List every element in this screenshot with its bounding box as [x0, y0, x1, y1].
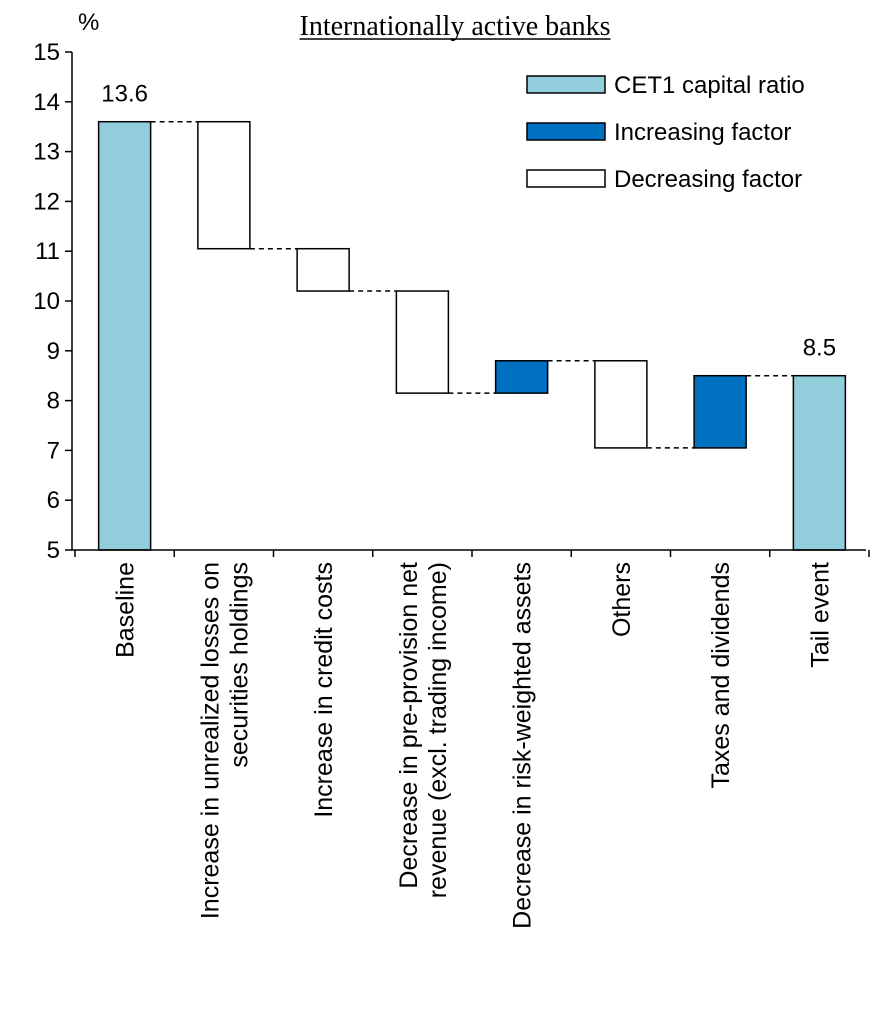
y-tick-label: 14	[33, 89, 60, 116]
x-category-label: Decrease in pre-provision netrevenue (ex…	[395, 562, 452, 898]
legend-swatch-total	[526, 75, 606, 94]
legend-label-total: CET1 capital ratio	[614, 72, 805, 99]
x-category-label: Increase in credit costs	[310, 562, 338, 818]
y-tick-label: 9	[47, 338, 60, 365]
data-label: 13.6	[101, 81, 148, 108]
bar-8	[792, 374, 847, 551]
bar-3	[296, 247, 350, 292]
y-tick-label: 13	[33, 139, 60, 166]
connectors-layer	[150, 120, 794, 449]
y-tick-label: 5	[47, 537, 60, 564]
legend-swatch-decrease	[526, 169, 606, 188]
y-tick-label: 11	[35, 238, 60, 265]
x-category-label: Taxes and dividends	[707, 562, 735, 789]
bar-5	[494, 360, 549, 394]
x-category-label: Baseline	[112, 562, 140, 658]
legend-label-decrease: Decreasing factor	[614, 166, 802, 193]
bar-6	[594, 360, 648, 449]
legend-swatch-increase	[526, 122, 606, 141]
y-axis-unit-label: %	[78, 9, 99, 36]
y-tick-label: 12	[33, 188, 60, 215]
legend: CET1 capital ratio Increasing factor Decre…	[526, 72, 805, 193]
y-tick-label: 8	[47, 388, 60, 415]
bar-7	[693, 374, 747, 449]
bar-2	[197, 120, 251, 250]
y-tick-label: 15	[33, 39, 60, 66]
bar-4	[395, 290, 450, 394]
bar-1	[97, 120, 152, 551]
x-category-label: Increase in unrealized losses onsecuriti…	[196, 562, 253, 919]
y-tick-label: 10	[33, 288, 60, 315]
chart-title: Internationally active banks	[300, 11, 611, 42]
y-tick-label: 6	[47, 487, 60, 514]
data-label: 8.5	[803, 335, 836, 362]
labels-layer: Baseline Increase in unrealized losses on…	[101, 81, 836, 929]
x-category-label: Others	[608, 562, 636, 637]
axes-layer: 5 6 7 8 9 10 11 12 13 14 15	[33, 39, 870, 564]
legend-label-increase: Increasing factor	[614, 119, 791, 146]
y-tick-label: 7	[47, 437, 60, 464]
x-category-label: Decrease in risk-weighted assets	[509, 562, 537, 929]
x-category-label: Tail event	[806, 562, 834, 668]
